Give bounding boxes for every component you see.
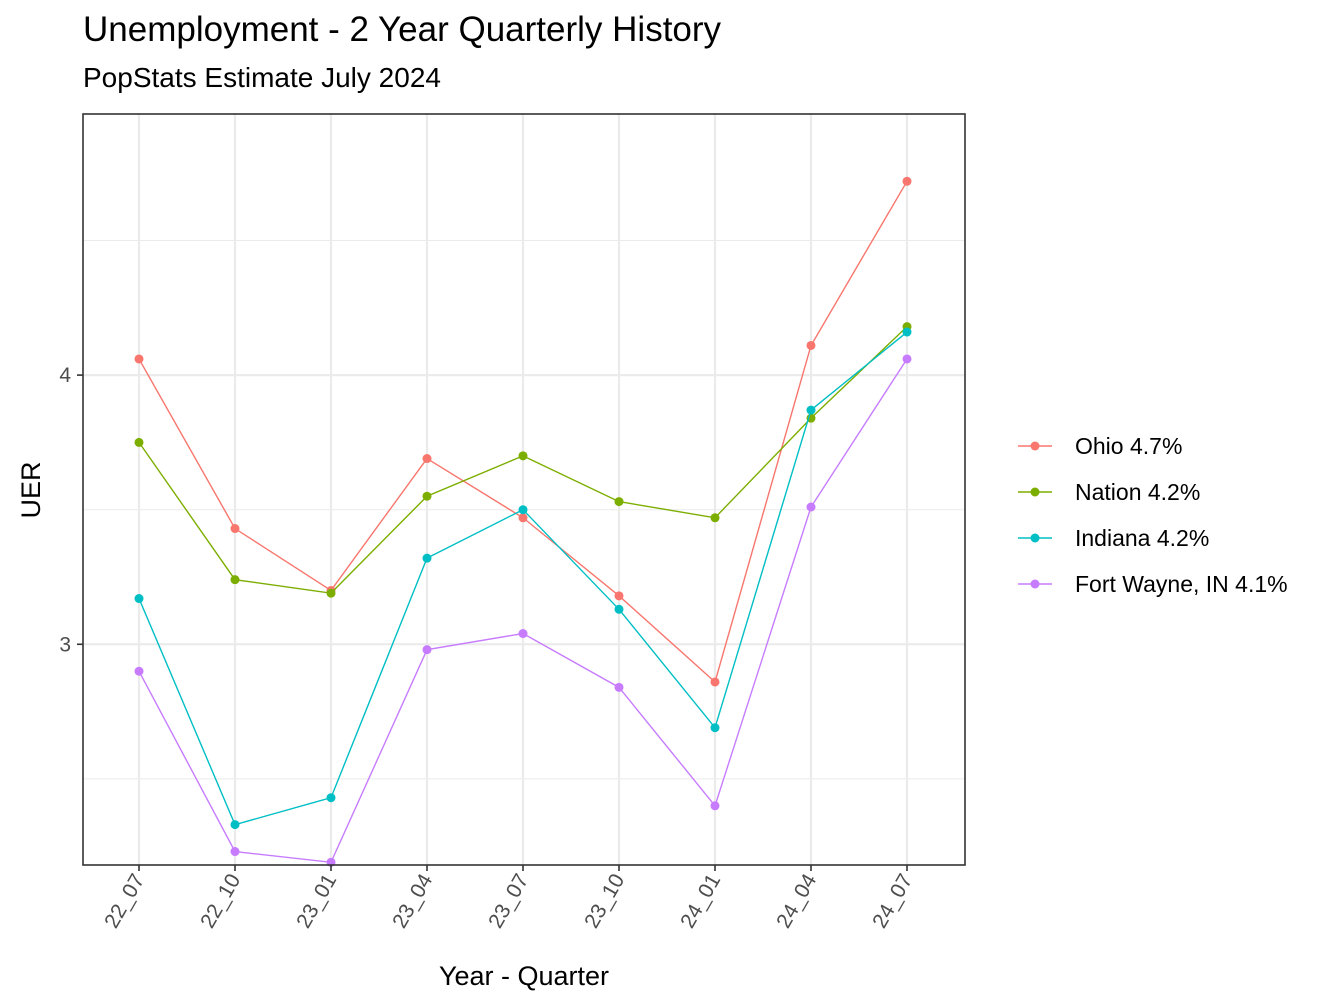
data-point (422, 454, 432, 464)
data-point (134, 666, 144, 676)
data-point (230, 524, 240, 534)
data-point (806, 405, 816, 415)
data-point (518, 451, 528, 461)
data-point (230, 820, 240, 830)
series-nation-4-2- (134, 322, 912, 598)
data-point (614, 497, 624, 507)
y-axis-title: UER (16, 461, 46, 518)
y-tick-label: 4 (59, 364, 71, 387)
data-point (806, 502, 816, 512)
x-tick-label: 24_07 (868, 870, 917, 932)
data-point (518, 629, 528, 639)
data-point (614, 682, 624, 692)
legend-label: Indiana 4.2% (1075, 525, 1209, 551)
x-axis-title: Year - Quarter (439, 961, 609, 991)
x-tick-label: 23_07 (484, 870, 533, 932)
x-tick-label: 22_07 (100, 870, 149, 932)
data-point (134, 354, 144, 364)
data-point (710, 513, 720, 523)
data-point (902, 354, 912, 364)
data-point (326, 793, 336, 803)
x-tick-label: 23_10 (580, 870, 629, 932)
legend-item: Fort Wayne, IN 4.1% (1018, 571, 1288, 597)
data-point (134, 437, 144, 447)
legend-item: Indiana 4.2% (1018, 525, 1209, 551)
data-point (710, 677, 720, 687)
data-point (806, 340, 816, 350)
y-tick-label: 3 (59, 633, 71, 656)
data-point (422, 553, 432, 563)
x-tick-label: 23_04 (388, 870, 437, 932)
data-point (422, 491, 432, 501)
data-point (710, 801, 720, 811)
data-point (230, 847, 240, 857)
legend-key-point (1030, 533, 1040, 543)
legend-item: Nation 4.2% (1018, 479, 1200, 505)
data-point (134, 594, 144, 604)
legend-key-point (1030, 579, 1040, 589)
data-point (614, 604, 624, 614)
data-point (326, 588, 336, 598)
x-tick-label: 24_01 (676, 870, 725, 932)
chart-subtitle: PopStats Estimate July 2024 (83, 62, 441, 93)
data-point (518, 505, 528, 515)
data-point (902, 176, 912, 186)
data-point (230, 575, 240, 585)
data-point (902, 327, 912, 337)
data-point (614, 591, 624, 601)
legend-key-point (1030, 487, 1040, 497)
x-tick-label: 22_10 (196, 870, 245, 932)
legend-label: Ohio 4.7% (1075, 433, 1182, 459)
chart-title: Unemployment - 2 Year Quarterly History (83, 10, 722, 49)
data-point (518, 513, 528, 523)
legend-item: Ohio 4.7% (1018, 433, 1182, 459)
data-point (422, 645, 432, 655)
x-tick-label: 23_01 (292, 870, 341, 932)
legend-label: Fort Wayne, IN 4.1% (1075, 571, 1288, 597)
plot-border (82, 113, 966, 866)
legend-key-point (1030, 441, 1040, 451)
legend-label: Nation 4.2% (1075, 479, 1200, 505)
data-point (710, 723, 720, 733)
series-indiana-4-2- (134, 327, 912, 830)
x-tick-label: 24_04 (772, 870, 821, 932)
